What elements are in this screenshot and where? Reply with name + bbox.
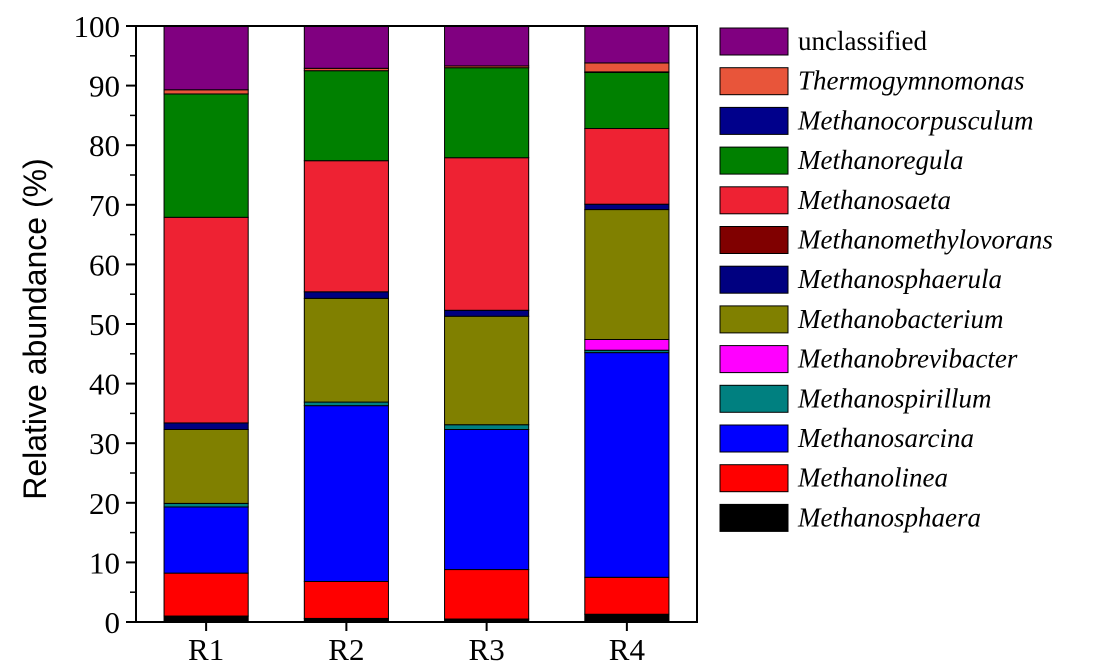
legend-swatch [719,424,789,453]
bar-segment-r1-1 [163,572,249,617]
x-tick-label: R1 [188,632,224,665]
bar-segment-r3-3 [444,424,530,430]
bar-segment-r3-2 [444,428,530,571]
legend-swatch [719,67,789,96]
legend-label: Methanolinea [797,463,948,493]
legend-label: Methanosaeta [797,185,951,215]
legend-label: Methanocorpusculum [797,105,1033,135]
bar-segment-r3-6 [444,309,530,317]
legend: unclassified Thermogymnomonas Methanocorpu… [719,26,1053,532]
y-axis: 0 10 20 30 40 50 60 70 80 90 100 [74,9,136,640]
legend-swatch [719,146,789,175]
bar-segment-r1-9 [163,93,249,218]
bar-segment-r1-11 [163,89,249,95]
bar-segment-r2-6 [303,291,389,299]
y-tick-label: 50 [89,307,120,342]
bar-segment-r2-12 [303,25,389,69]
legend-swatch [719,106,789,135]
y-tick-label: 0 [105,605,121,640]
bar-segment-r4-2 [584,352,670,578]
legend-label: Methanomethylovorans [797,225,1053,255]
legend-swatch [719,464,789,493]
bar-segment-r1-8 [163,216,249,424]
y-tick-label: 60 [89,247,120,282]
x-axis: R1 R2 R3 R4 [188,622,645,665]
bar-segment-r2-1 [303,580,389,619]
legend-swatch [719,27,789,56]
legend-swatch [719,186,789,215]
bar-segment-r3-8 [444,157,530,311]
legend-swatch [719,265,789,294]
legend-label: Methanobrevibacter [797,344,1018,374]
legend-swatch [719,226,789,254]
bar-segment-r2-8 [303,160,389,293]
bar-segment-r3-12 [444,25,530,67]
legend-label: Thermogymnomonas [798,66,1025,96]
legend-label: Methanosphaerula [797,264,1002,294]
bar-segment-r1-3 [163,502,249,508]
bar-segment-r4-12 [584,25,670,64]
legend-swatch [719,345,789,374]
y-tick-label: 30 [89,426,120,461]
legend-label: Methanoregula [797,145,963,175]
y-tick-label: 90 [89,69,120,104]
legend-swatch [719,384,789,413]
legend-label: Methanosphaera [797,502,981,532]
legend-label: unclassified [798,26,927,56]
bar-segment-r2-5 [303,297,389,403]
y-tick-label: 20 [89,486,120,521]
bar-segment-r2-2 [303,405,389,582]
x-tick-label: R4 [609,632,646,665]
y-tick-label: 70 [89,188,120,223]
bar-segment-r1-6 [163,422,249,430]
y-tick-label: 10 [89,545,120,580]
bar-segment-r2-3 [303,401,389,407]
bar-area [163,25,670,623]
legend-swatch [719,503,789,532]
x-tick-label: R3 [469,632,505,665]
legend-label: Methanobacterium [797,304,1003,334]
bar-segment-r4-4 [584,338,670,351]
bar-segment-r3-5 [444,315,530,426]
y-tick-label: 100 [74,9,121,44]
bar-segment-r1-12 [163,25,249,91]
bar-segment-r4-6 [584,203,670,211]
legend-label: Methanosarcina [797,423,974,453]
bar-segment-r1-5 [163,428,249,504]
bar-segment-r4-8 [584,128,670,205]
bar-segment-r4-0 [584,613,670,623]
x-tick-label: R2 [328,632,364,665]
legend-swatch [719,305,789,334]
y-tick-label: 40 [89,367,120,402]
legend-label: Methanospirillum [797,383,992,413]
bar-segment-r2-9 [303,70,389,162]
bar-segment-r1-2 [163,506,249,574]
bar-segment-r3-9 [444,67,530,159]
bar-segment-r4-5 [584,209,670,340]
bar-segment-r4-9 [584,71,670,130]
bar-segment-r4-11 [584,62,670,73]
bar-segment-r4-1 [584,576,670,615]
y-axis-label: Relative abundance (%) [17,158,53,500]
y-tick-label: 80 [89,128,120,163]
bar-segment-r3-1 [444,569,530,620]
